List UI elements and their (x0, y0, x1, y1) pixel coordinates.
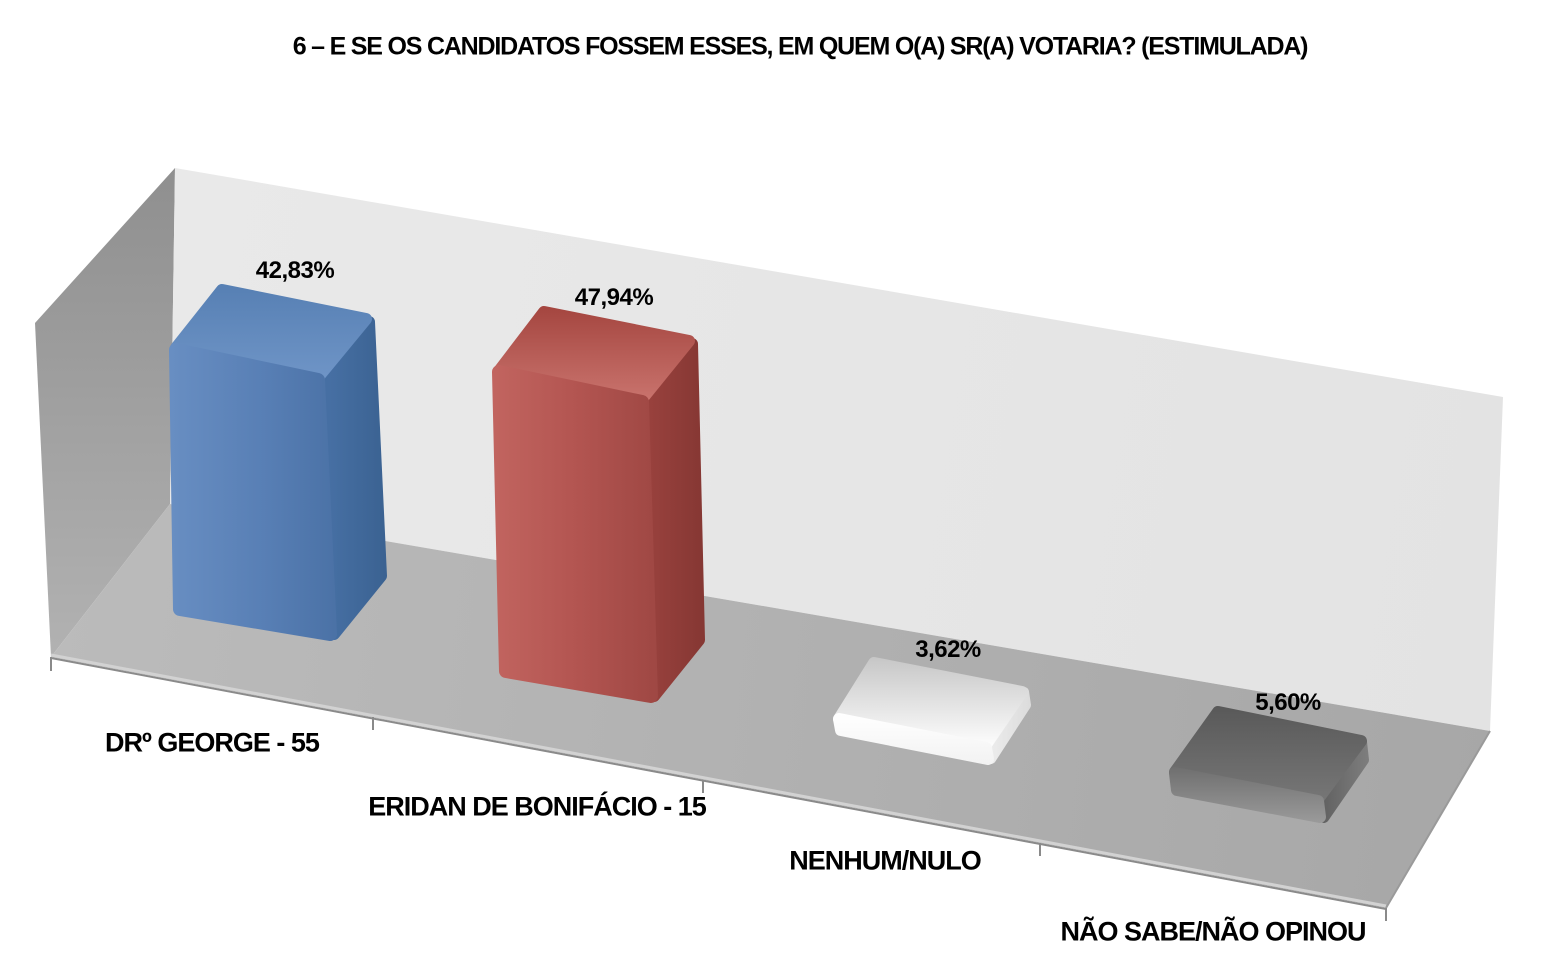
axis-edge-highlight (50, 653, 1387, 908)
bar-eridan (492, 306, 705, 703)
bar-front-face (1169, 767, 1326, 823)
value-label-eridan: 47,94% (574, 284, 654, 311)
category-label-eridan: ERIDAN DE BONIFÁCIO - 15 (368, 791, 707, 822)
value-label-nao-sabe: 5,60% (1255, 689, 1321, 716)
bar-dr-george (169, 284, 387, 641)
bar-nenhum-nulo (833, 657, 1031, 765)
bar-nao-sabe (1169, 706, 1369, 823)
value-label-nenhum-nulo: 3,62% (915, 636, 981, 663)
category-axis (50, 653, 1491, 921)
category-label-dr-george: DRº GEORGE - 55 (105, 727, 320, 758)
category-label-nao-sabe: NÃO SABE/NÃO OPINOU (1060, 916, 1366, 947)
axis-right-edge (1385, 730, 1491, 909)
left-wall (35, 168, 175, 657)
floor (51, 504, 1490, 908)
axis-front-edge (50, 657, 1387, 910)
chart-walls (35, 168, 1503, 908)
value-label-dr-george: 42,83% (255, 257, 335, 284)
bar-side-face (645, 338, 705, 702)
chart-title: 6 – E SE OS CANDIDATOS FOSSEM ESSES, EM … (292, 32, 1309, 61)
bar-front-face (833, 713, 994, 765)
category-label-nenhum-nulo: NENHUM/NULO (789, 845, 981, 876)
bar-side-face (322, 316, 387, 640)
bar-front-face (492, 365, 658, 703)
back-wall (170, 168, 1503, 731)
bar-front-face (169, 343, 337, 641)
